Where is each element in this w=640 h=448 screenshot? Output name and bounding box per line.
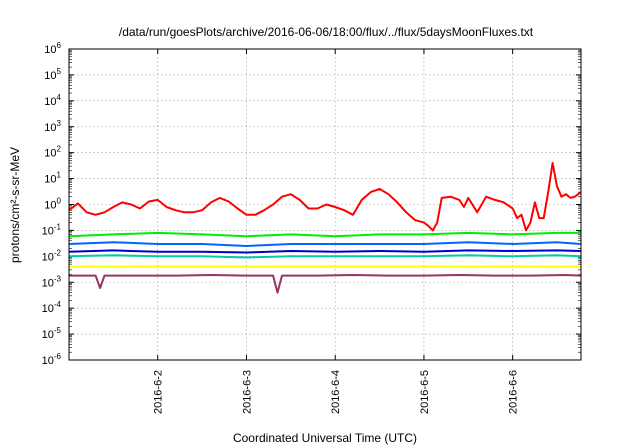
y-axis-ticks: 10-6 10-5 10-4 10-3 10-2 10-1 100 101 102 103 104 1… (42, 41, 581, 367)
series-line-3 (68, 241, 582, 247)
y-tick-label: 10-4 (42, 300, 62, 315)
y-tick-label: 10-3 (42, 274, 62, 289)
y-tick-label: 10-6 (42, 352, 62, 367)
y-tick-label: 10-2 (42, 248, 62, 263)
y-tick-label: 102 (44, 145, 61, 160)
y-tick-label: 10-1 (42, 222, 62, 237)
x-tick-label: 2016-6-6 (508, 370, 520, 414)
y-tick-label: 106 (44, 41, 61, 56)
x-axis-ticks: 2016-6-2 2016-6-3 2016-6-4 2016-6-5 2016-6-6 (153, 49, 520, 414)
y-tick-label: 10-5 (42, 326, 62, 341)
y-tick-label: 103 (44, 119, 61, 134)
x-tick-label: 2016-6-2 (153, 370, 165, 414)
series-line-1 (68, 162, 582, 232)
y-tick-label: 101 (44, 171, 61, 186)
series-line-5 (68, 254, 582, 259)
plot-frame (68, 48, 582, 361)
y-tick-label: 100 (44, 197, 61, 212)
series-line-7 (69, 274, 582, 294)
series-group (68, 162, 582, 294)
x-axis-label: Coordinated Universal Time (UTC) (233, 431, 417, 445)
y-tick-label: 104 (44, 93, 61, 108)
y-axis-label: protons/cm²-s-sr-MeV (8, 147, 22, 263)
x-tick-label: 2016-6-4 (330, 370, 342, 414)
chart-title: /data/run/goesPlots/archive/2016-06-06/1… (119, 25, 534, 39)
series-line-2 (68, 231, 581, 238)
y-tick-label: 105 (44, 67, 61, 82)
x-tick-label: 2016-6-5 (419, 370, 431, 414)
series-line-4 (68, 249, 582, 254)
x-tick-label: 2016-6-3 (241, 370, 253, 414)
